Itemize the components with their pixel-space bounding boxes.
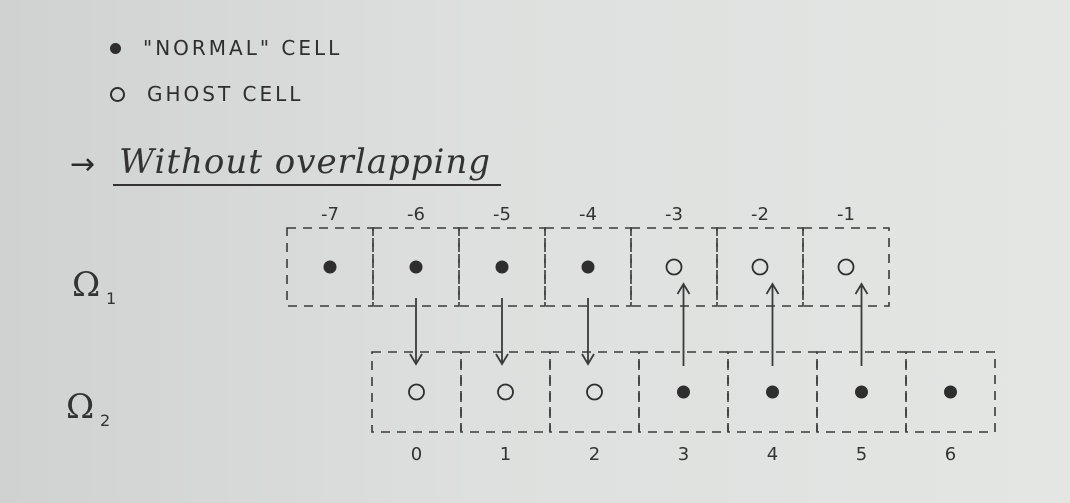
cell-box [727, 351, 818, 433]
legend-ghost-row: GHOST CELL [110, 82, 303, 106]
normal-cell-dot [323, 260, 337, 274]
normal-cell-dot-icon [110, 42, 121, 54]
normal-cell-dot [495, 260, 509, 274]
transfer-arrow-head [495, 353, 509, 366]
cell-index-label: 5 [856, 444, 867, 465]
cell-index-label: 4 [767, 444, 778, 465]
cell-box [802, 227, 890, 307]
cell-box [716, 227, 804, 307]
ghost-cell-circle-icon [110, 86, 125, 102]
normal-cell-dot [581, 260, 595, 274]
transfer-arrow-head [581, 353, 595, 366]
cell-box [544, 227, 632, 307]
heading-text: Without overlapping [113, 142, 502, 186]
cell-index-label: 0 [411, 444, 422, 465]
legend-normal-label: "NORMAL" CELL [143, 36, 343, 60]
ghost-cell-circle [751, 258, 769, 276]
cell-box [905, 351, 996, 433]
transfer-arrow-head [765, 282, 780, 295]
cell-index-label: -3 [665, 204, 683, 225]
ghost-cell-circle [497, 383, 514, 401]
cell-box [549, 351, 640, 433]
cell-index-label: -7 [321, 204, 339, 225]
ghost-cell-circle [665, 258, 683, 276]
cell-box [286, 227, 374, 307]
ghost-cell-circle [837, 258, 855, 276]
section-heading: → Without overlapping [70, 142, 502, 186]
ghost-cell-circle [586, 383, 603, 401]
cell-index-label: -6 [407, 204, 425, 225]
cell-box [371, 351, 462, 433]
cell-box [372, 227, 460, 307]
normal-cell-dot [677, 385, 690, 399]
normal-cell-dot [766, 385, 779, 399]
transfer-arrow-head [854, 282, 869, 295]
transfer-arrow-head [676, 282, 691, 295]
cell-index-label: 1 [500, 444, 511, 465]
cell-index-label: 3 [678, 444, 689, 465]
cell-index-label: -1 [837, 204, 855, 225]
cell-index-label: -5 [493, 204, 511, 225]
cell-index-label: 2 [589, 444, 600, 465]
domain-label-omega: Ω [72, 265, 100, 305]
normal-cell-dot [944, 385, 957, 399]
legend-normal-row: "NORMAL" CELL [110, 36, 342, 60]
legend-ghost-label: GHOST CELL [147, 82, 304, 106]
domain-label-subscript: 1 [106, 289, 116, 308]
normal-cell-dot [855, 385, 868, 399]
cell-box [816, 351, 907, 433]
cell-index-label: -4 [579, 204, 597, 225]
cell-box [630, 227, 718, 307]
domain-label-subscript: 2 [100, 411, 110, 430]
cell-index-label: 6 [945, 444, 956, 465]
cell-box [638, 351, 729, 433]
cell-box [458, 227, 546, 307]
ghost-cell-circle [408, 383, 425, 401]
cell-box [460, 351, 551, 433]
normal-cell-dot [409, 260, 423, 274]
transfer-arrow-head [409, 353, 423, 366]
domain-label-omega: Ω [66, 387, 94, 427]
heading-arrow-icon: → [70, 146, 96, 182]
cell-index-label: -2 [751, 204, 769, 225]
